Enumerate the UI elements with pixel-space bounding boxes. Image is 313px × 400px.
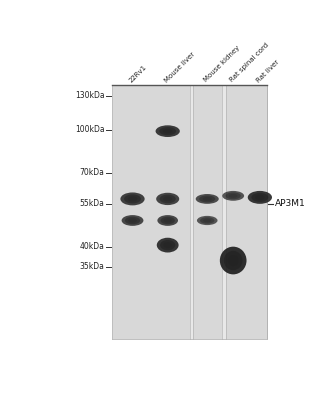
Ellipse shape — [228, 255, 239, 266]
Ellipse shape — [199, 196, 215, 202]
Text: 55kDa: 55kDa — [80, 199, 105, 208]
Text: Rat liver: Rat liver — [256, 58, 280, 84]
Text: 130kDa: 130kDa — [75, 91, 105, 100]
Text: 35kDa: 35kDa — [80, 262, 105, 271]
Ellipse shape — [160, 195, 176, 203]
Ellipse shape — [224, 251, 243, 270]
Ellipse shape — [203, 197, 212, 201]
Text: 40kDa: 40kDa — [80, 242, 105, 251]
Ellipse shape — [157, 238, 179, 252]
Ellipse shape — [226, 192, 241, 199]
Ellipse shape — [163, 242, 172, 248]
Text: 70kDa: 70kDa — [80, 168, 105, 177]
Ellipse shape — [128, 218, 137, 223]
Ellipse shape — [125, 217, 140, 224]
Ellipse shape — [159, 127, 176, 135]
Ellipse shape — [229, 194, 238, 198]
Ellipse shape — [156, 193, 179, 205]
Ellipse shape — [128, 196, 137, 202]
Ellipse shape — [203, 219, 211, 222]
Ellipse shape — [220, 247, 247, 274]
Ellipse shape — [197, 216, 218, 225]
Bar — [193, 85, 222, 339]
Ellipse shape — [157, 215, 178, 226]
Ellipse shape — [160, 240, 175, 250]
Ellipse shape — [121, 215, 143, 226]
Text: Rat spinal cord: Rat spinal cord — [229, 42, 270, 84]
Bar — [226, 85, 267, 339]
Ellipse shape — [161, 217, 175, 224]
Ellipse shape — [156, 125, 180, 137]
Ellipse shape — [124, 194, 141, 204]
Ellipse shape — [200, 217, 214, 224]
Ellipse shape — [163, 129, 172, 134]
Text: Mouse liver: Mouse liver — [163, 51, 196, 84]
Ellipse shape — [121, 192, 145, 205]
Ellipse shape — [222, 191, 244, 201]
Ellipse shape — [196, 194, 219, 204]
Ellipse shape — [163, 196, 172, 201]
Ellipse shape — [164, 218, 172, 223]
Ellipse shape — [251, 193, 268, 202]
Text: 100kDa: 100kDa — [75, 125, 105, 134]
Ellipse shape — [248, 191, 272, 204]
Text: Mouse kidney: Mouse kidney — [203, 45, 241, 84]
Bar — [112, 85, 267, 339]
Bar — [112, 85, 190, 339]
Text: AP3M1: AP3M1 — [275, 199, 305, 208]
Ellipse shape — [255, 195, 265, 200]
Text: 22Rv1: 22Rv1 — [128, 64, 148, 84]
